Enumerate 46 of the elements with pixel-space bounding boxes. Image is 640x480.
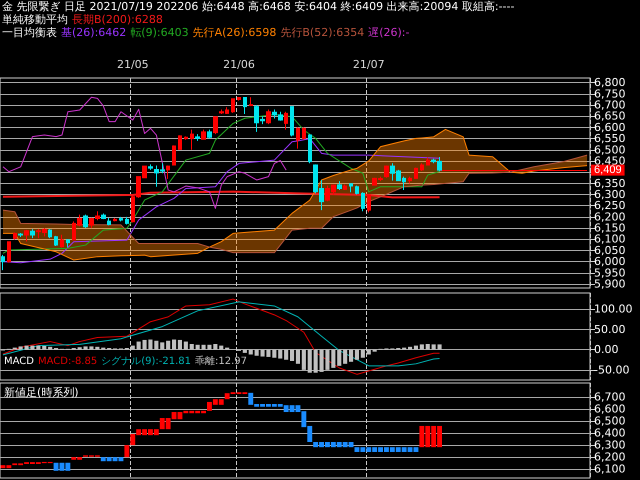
y-tick-label: 100.00 [594, 302, 632, 316]
x-tick-label: 21/07 [352, 58, 385, 71]
chart-title: 新値足(時系列) [4, 386, 79, 399]
y-tick-label: 6,500 [594, 143, 626, 156]
y-tick-label: 6,550 [594, 132, 626, 146]
y-tick-label: -50.00 [594, 363, 630, 376]
y-tick-label: 6,600 [594, 402, 626, 416]
chart-subtitle: 単純移動平均 [2, 13, 68, 26]
y-tick-label: 6,600 [594, 120, 626, 134]
y-tick-label: 6,700 [594, 390, 626, 404]
y-tick-label: 6,500 [594, 414, 626, 428]
chart-title: 金 先限繋ぎ 日足 2021/07/19 202206 始:6448 高:6468 安:6404 終:6409 出来高:20094 取組高:---- [2, 0, 514, 13]
x-tick-label: 21/06 [223, 58, 255, 71]
y-tick-label: 6,300 [594, 188, 626, 202]
text: 長期B(200):6288 [72, 13, 163, 26]
y-tick-label: 6,350 [594, 176, 626, 190]
series-label: 乖離:12.97 [194, 356, 247, 367]
y-tick-label: 6,150 [594, 222, 626, 235]
x-tick-label: 21/05 [116, 58, 149, 71]
y-tick-label: 6,100 [594, 232, 626, 246]
ref-line-label: 6,409 [594, 164, 622, 176]
y-tick-label: 6,650 [594, 110, 626, 123]
text: MACD [4, 356, 34, 367]
y-tick-label: 6,250 [594, 199, 626, 212]
text: 基(26):6462 [61, 26, 126, 39]
legend-title: 一目均衡表 [2, 26, 57, 39]
y-tick-label: 6,300 [594, 438, 626, 452]
y-tick-label: 5,900 [594, 277, 626, 290]
y-tick-label: 6,700 [594, 98, 626, 112]
y-tick-label: 6,100 [594, 462, 626, 476]
y-tick-label: 50.00 [594, 322, 626, 336]
y-tick-label: 6,200 [594, 450, 626, 464]
y-tick-label: 0.00 [594, 343, 618, 356]
y-tick-label: 6,200 [594, 210, 626, 224]
series-label: MACD:-8.85 [38, 356, 98, 367]
text: 転(9):6403 [130, 26, 189, 39]
text: 先行B(52):6354 [280, 26, 364, 39]
text: 遅(26):- [368, 26, 410, 39]
text: 先行A(26):6598 [192, 26, 276, 39]
y-tick-label: 6,000 [594, 255, 626, 268]
y-tick-label: 6,750 [594, 87, 626, 100]
series-label: シグナル(9):-21.81 [101, 356, 191, 367]
y-tick-label: 6,800 [594, 76, 626, 90]
y-tick-label: 5,950 [594, 266, 626, 280]
y-tick-label: 6,400 [594, 426, 626, 440]
y-tick-label: 6,050 [594, 244, 626, 257]
